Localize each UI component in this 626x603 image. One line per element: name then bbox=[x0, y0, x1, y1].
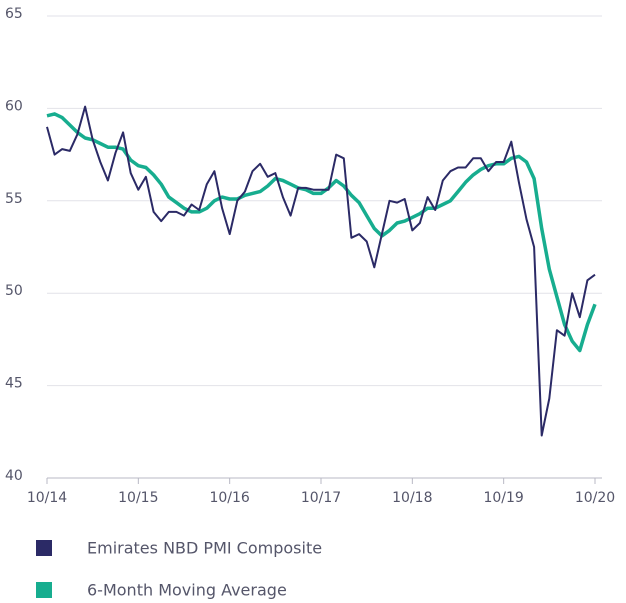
series-line bbox=[46, 112, 597, 353]
y-tick-label: 45 bbox=[5, 376, 23, 392]
y-tick-label: 55 bbox=[5, 191, 23, 207]
legend-swatch bbox=[36, 540, 52, 556]
y-tick-label: 60 bbox=[5, 98, 23, 114]
x-tick-label: 10/18 bbox=[392, 490, 432, 506]
legend-label: Emirates NBD PMI Composite bbox=[87, 539, 322, 558]
x-tick-label: 10/20 bbox=[575, 490, 615, 506]
x-tick-label: 10/17 bbox=[301, 490, 341, 506]
x-tick-label: 10/16 bbox=[209, 490, 249, 506]
x-tick-label: 10/15 bbox=[118, 490, 158, 506]
legend-label: 6-Month Moving Average bbox=[87, 581, 287, 600]
legend: Emirates NBD PMI Composite 6-Month Moving… bbox=[36, 539, 322, 600]
series-line bbox=[46, 105, 596, 437]
y-tick-label: 50 bbox=[5, 283, 23, 299]
legend-swatch bbox=[36, 582, 52, 598]
x-tick-label: 10/14 bbox=[27, 490, 67, 506]
x-tick-label: 10/19 bbox=[483, 490, 523, 506]
y-tick-label: 65 bbox=[5, 6, 23, 22]
y-tick-label: 40 bbox=[5, 468, 23, 484]
